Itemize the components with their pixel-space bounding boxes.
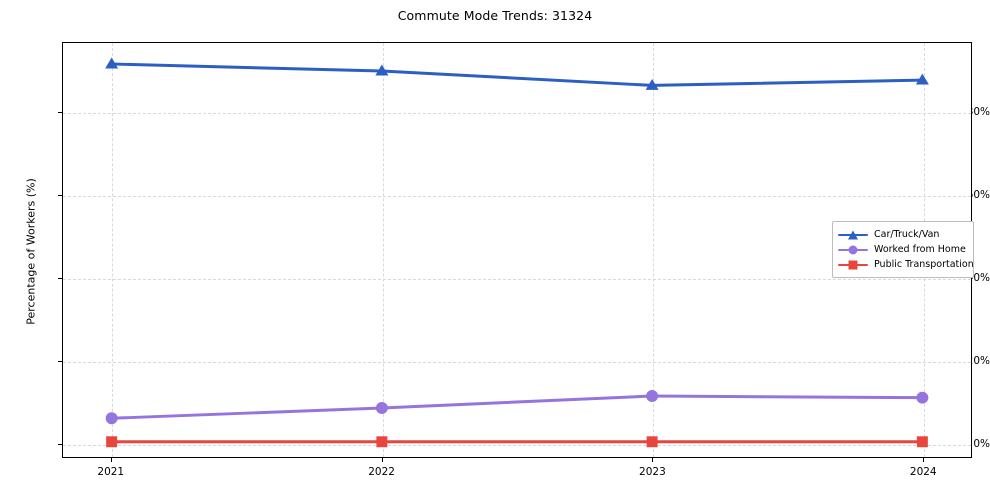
legend-swatch-square-icon xyxy=(838,258,868,272)
series-1 xyxy=(105,57,929,90)
x-tick-label: 2021 xyxy=(97,466,125,478)
legend-item[interactable]: Worked from Home xyxy=(838,242,967,257)
series-3 xyxy=(106,436,928,448)
series-line xyxy=(110,394,924,420)
data-point-marker xyxy=(105,57,119,69)
series-2 xyxy=(105,390,929,425)
x-tick-mark xyxy=(652,458,654,462)
gridline-horizontal xyxy=(63,444,971,446)
y-tick-label: 60% xyxy=(966,189,990,202)
gridline-vertical xyxy=(111,43,113,457)
data-point-marker xyxy=(105,412,118,425)
gridline-vertical xyxy=(382,43,384,457)
gridline-horizontal xyxy=(63,113,971,115)
data-point-marker xyxy=(375,64,389,76)
data-point-marker xyxy=(916,436,928,448)
legend-swatch-circle-icon xyxy=(838,243,868,257)
gridline-horizontal xyxy=(63,196,971,198)
data-point-marker xyxy=(375,402,388,414)
chart-title: Commute Mode Trends: 31324 xyxy=(397,8,593,23)
y-axis-label: Percentage of Workers (%) xyxy=(24,178,38,325)
y-tick-mark xyxy=(58,112,62,114)
data-point-marker xyxy=(376,436,388,448)
y-tick-mark xyxy=(58,443,62,445)
gridline-vertical xyxy=(653,43,655,457)
legend-label: Public Transportation xyxy=(874,259,974,270)
data-point-marker xyxy=(916,391,929,404)
y-tick-label: 20% xyxy=(966,354,990,367)
x-tick-mark xyxy=(923,458,925,462)
y-tick-label: 80% xyxy=(966,106,990,119)
legend-swatch-triangle-icon xyxy=(838,228,868,242)
series-lines xyxy=(105,57,929,448)
series-line xyxy=(110,62,924,87)
y-tick-mark xyxy=(58,277,62,279)
data-point-marker xyxy=(106,436,118,448)
x-tick-label: 2022 xyxy=(368,466,395,478)
plot-area xyxy=(62,42,972,458)
y-tick-mark xyxy=(58,360,62,362)
data-point-marker xyxy=(645,78,659,90)
gridline-horizontal xyxy=(63,278,971,280)
y-tick-mark xyxy=(58,195,62,197)
legend-label: Worked from Home xyxy=(874,244,966,255)
gridline-horizontal xyxy=(63,361,971,363)
legend-item[interactable]: Public Transportation xyxy=(838,257,974,272)
x-tick-mark xyxy=(381,458,383,462)
data-point-marker xyxy=(915,73,929,85)
y-tick-label: 0% xyxy=(973,437,990,450)
data-point-marker xyxy=(646,390,659,403)
x-tick-label: 2023 xyxy=(639,466,666,478)
data-point-marker xyxy=(646,436,658,448)
chart-legend: Car/Truck/Van Worked from Home Public Tran… xyxy=(832,221,974,278)
x-tick-mark xyxy=(110,458,112,462)
legend-item[interactable]: Car/Truck/Van xyxy=(838,227,967,242)
legend-label: Car/Truck/Van xyxy=(874,229,940,240)
x-tick-label: 2024 xyxy=(909,466,937,478)
